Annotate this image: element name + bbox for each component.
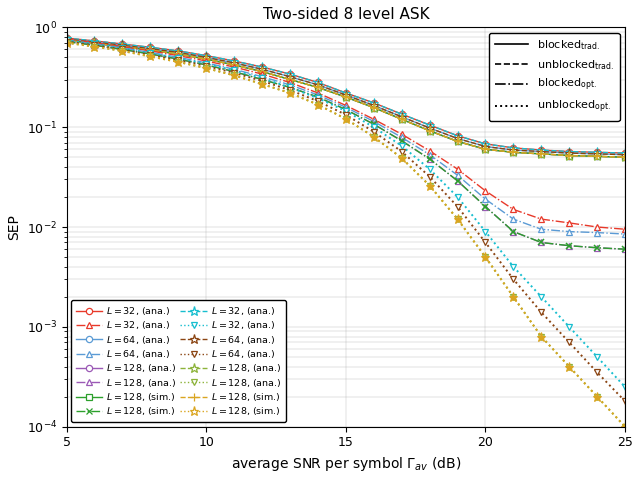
X-axis label: average SNR per symbol $\Gamma_{av}$ (dB): average SNR per symbol $\Gamma_{av}$ (dB… <box>231 455 461 473</box>
Legend: $L = 32$, (ana.), $L = 32$, (ana.), $L = 64$, (ana.), $L = 64$, (ana.), $L = 128: $L = 32$, (ana.), $L = 32$, (ana.), $L =… <box>71 300 286 422</box>
Y-axis label: SEP: SEP <box>7 214 21 240</box>
Title: Two-sided 8 level ASK: Two-sided 8 level ASK <box>262 7 429 22</box>
